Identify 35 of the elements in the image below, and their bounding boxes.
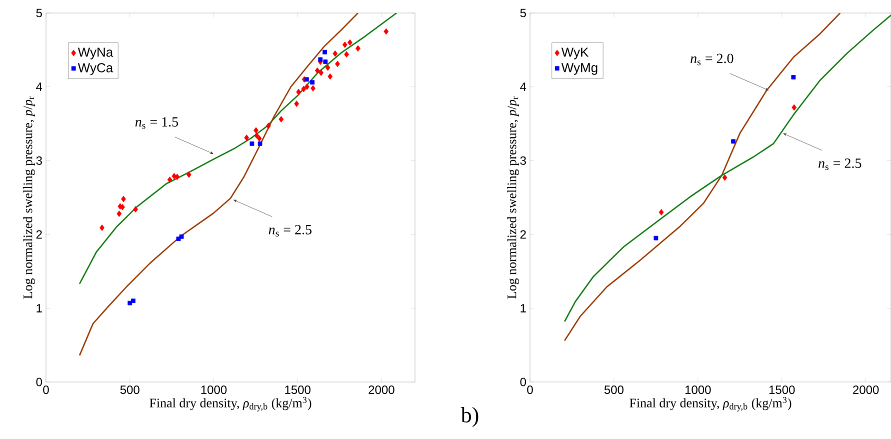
legend-label: WyNa bbox=[78, 48, 114, 60]
x-tick-label: 1500 bbox=[769, 386, 795, 394]
y-axis-title: Log normalized swelling pressure, p/p$_{r}$ bbox=[23, 96, 35, 299]
x-axis-title: Final dry density, ρ$_{dry,b}$ (kg/m$^{3}$) bbox=[630, 396, 792, 412]
y-tick-label: 1 bbox=[520, 304, 526, 312]
annotation: n$_{s}$ = 2.5 bbox=[818, 158, 862, 170]
y-tick-label: 2 bbox=[520, 230, 526, 239]
y-tick-label: 0 bbox=[36, 378, 42, 386]
y-tick-label: 3 bbox=[36, 156, 42, 165]
legend-label: WyMg bbox=[561, 63, 598, 75]
x-tick-label: 0 bbox=[43, 386, 49, 394]
legend-label: WyK bbox=[561, 48, 589, 60]
text: b) bbox=[460, 407, 478, 427]
x-axis-title: Final dry density, ρ$_{dry,b}$ (kg/m$^{3}$) bbox=[150, 396, 312, 412]
annotation: n$_{s}$ = 2.0 bbox=[690, 54, 734, 66]
y-tick-label: 1 bbox=[36, 304, 42, 312]
y-tick-label: 3 bbox=[520, 156, 526, 165]
y-tick-label: 4 bbox=[36, 82, 42, 91]
x-tick-label: 1500 bbox=[285, 386, 310, 394]
annotation: n$_{s}$ = 2.5 bbox=[268, 224, 312, 236]
x-tick-label: 500 bbox=[120, 386, 140, 394]
x-tick-label: 0 bbox=[527, 386, 533, 394]
x-tick-label: 500 bbox=[604, 386, 624, 394]
y-tick-label: 0 bbox=[520, 378, 526, 386]
annotation: n$_{s}$ = 1.5 bbox=[135, 117, 178, 129]
y-tick-label: 4 bbox=[520, 82, 526, 91]
x-tick-label: 2000 bbox=[853, 386, 879, 394]
y-axis-title: Log normalized swelling pressure, p/p$_{r}$ bbox=[507, 96, 519, 299]
x-tick-label: 1000 bbox=[201, 386, 227, 394]
y-tick-label: 5 bbox=[36, 8, 42, 18]
x-tick-label: 2000 bbox=[368, 386, 394, 394]
y-tick-label: 2 bbox=[36, 230, 42, 239]
legend-label: WyCa bbox=[78, 63, 114, 75]
y-tick-label: 5 bbox=[520, 8, 526, 18]
x-tick-label: 1000 bbox=[685, 386, 711, 394]
